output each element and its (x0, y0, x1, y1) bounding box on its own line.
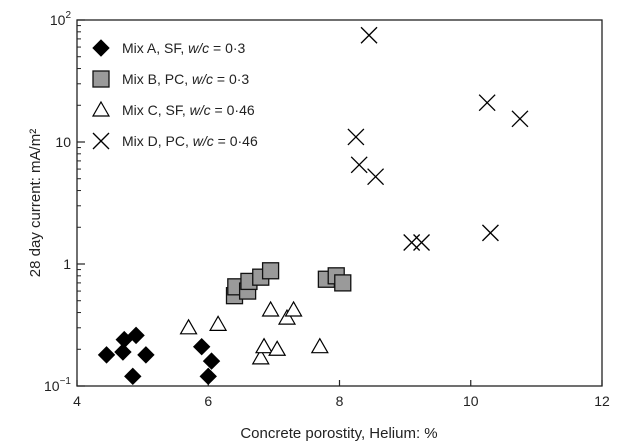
data-point-triangle (179, 318, 198, 335)
y-tick-label: 1 (63, 256, 71, 272)
data-point-square (261, 262, 280, 280)
data-point-triangle (310, 337, 329, 354)
data-point-triangle (254, 337, 274, 354)
data-point-diamond (192, 337, 211, 356)
x-tick-label: 10 (463, 393, 479, 409)
x-tick-label: 4 (73, 393, 81, 409)
x-tick-label: 12 (594, 393, 610, 409)
data-point-x (511, 110, 529, 128)
y-tick-label: 10−1 (44, 376, 71, 394)
y-axis-label: 28 day current: mA/m² (27, 129, 44, 277)
legend-entry: Mix B, PC, w/c = 0·3 (122, 71, 249, 87)
legend-entry: Mix A, SF, w/c = 0·3 (122, 40, 246, 56)
legend-entry: Mix C, SF, w/c = 0·46 (122, 102, 255, 118)
axes-layer: 4 6 8 10 12 10−1 1 10 102 (44, 10, 610, 409)
data-point-x (350, 156, 368, 174)
data-point-triangle (209, 315, 228, 331)
legend-marker-square (92, 70, 110, 88)
data-point-x (360, 26, 378, 44)
data-point-triangle (261, 300, 280, 317)
y-tick-label: 102 (50, 10, 72, 28)
data-point-diamond (202, 352, 221, 370)
legend-marker-triangle (91, 100, 111, 117)
x-tick-label: 8 (336, 393, 344, 409)
data-point-diamond (199, 367, 217, 386)
data-point-triangle (268, 340, 287, 356)
data-point-x (347, 128, 365, 146)
x-axis-label: Concrete porostity, Helium: % (240, 425, 437, 442)
data-point-x (367, 168, 385, 186)
data-point-diamond (114, 343, 132, 361)
marks-layer (97, 26, 529, 386)
legend-marker-x (92, 132, 110, 150)
data-point-diamond (127, 326, 145, 345)
legend: Mix A, SF, w/c = 0·3 Mix B, PC, w/c = 0·3… (91, 39, 258, 150)
data-point-x (478, 94, 496, 112)
data-point-triangle (251, 348, 270, 365)
data-point-diamond (97, 346, 116, 364)
legend-entry: Mix D, PC, w/c = 0·46 (122, 133, 258, 149)
data-point-x (413, 234, 430, 251)
data-point-triangle (277, 308, 297, 325)
data-point-diamond (137, 346, 155, 364)
data-point-x (481, 224, 499, 242)
data-point-diamond (124, 367, 142, 386)
legend-marker-diamond (92, 39, 110, 57)
x-tick-label: 6 (204, 393, 212, 409)
data-point-square (334, 274, 352, 292)
data-point-triangle (284, 300, 303, 317)
plot-frame (76, 19, 603, 387)
y-tick-label: 10 (55, 134, 71, 150)
